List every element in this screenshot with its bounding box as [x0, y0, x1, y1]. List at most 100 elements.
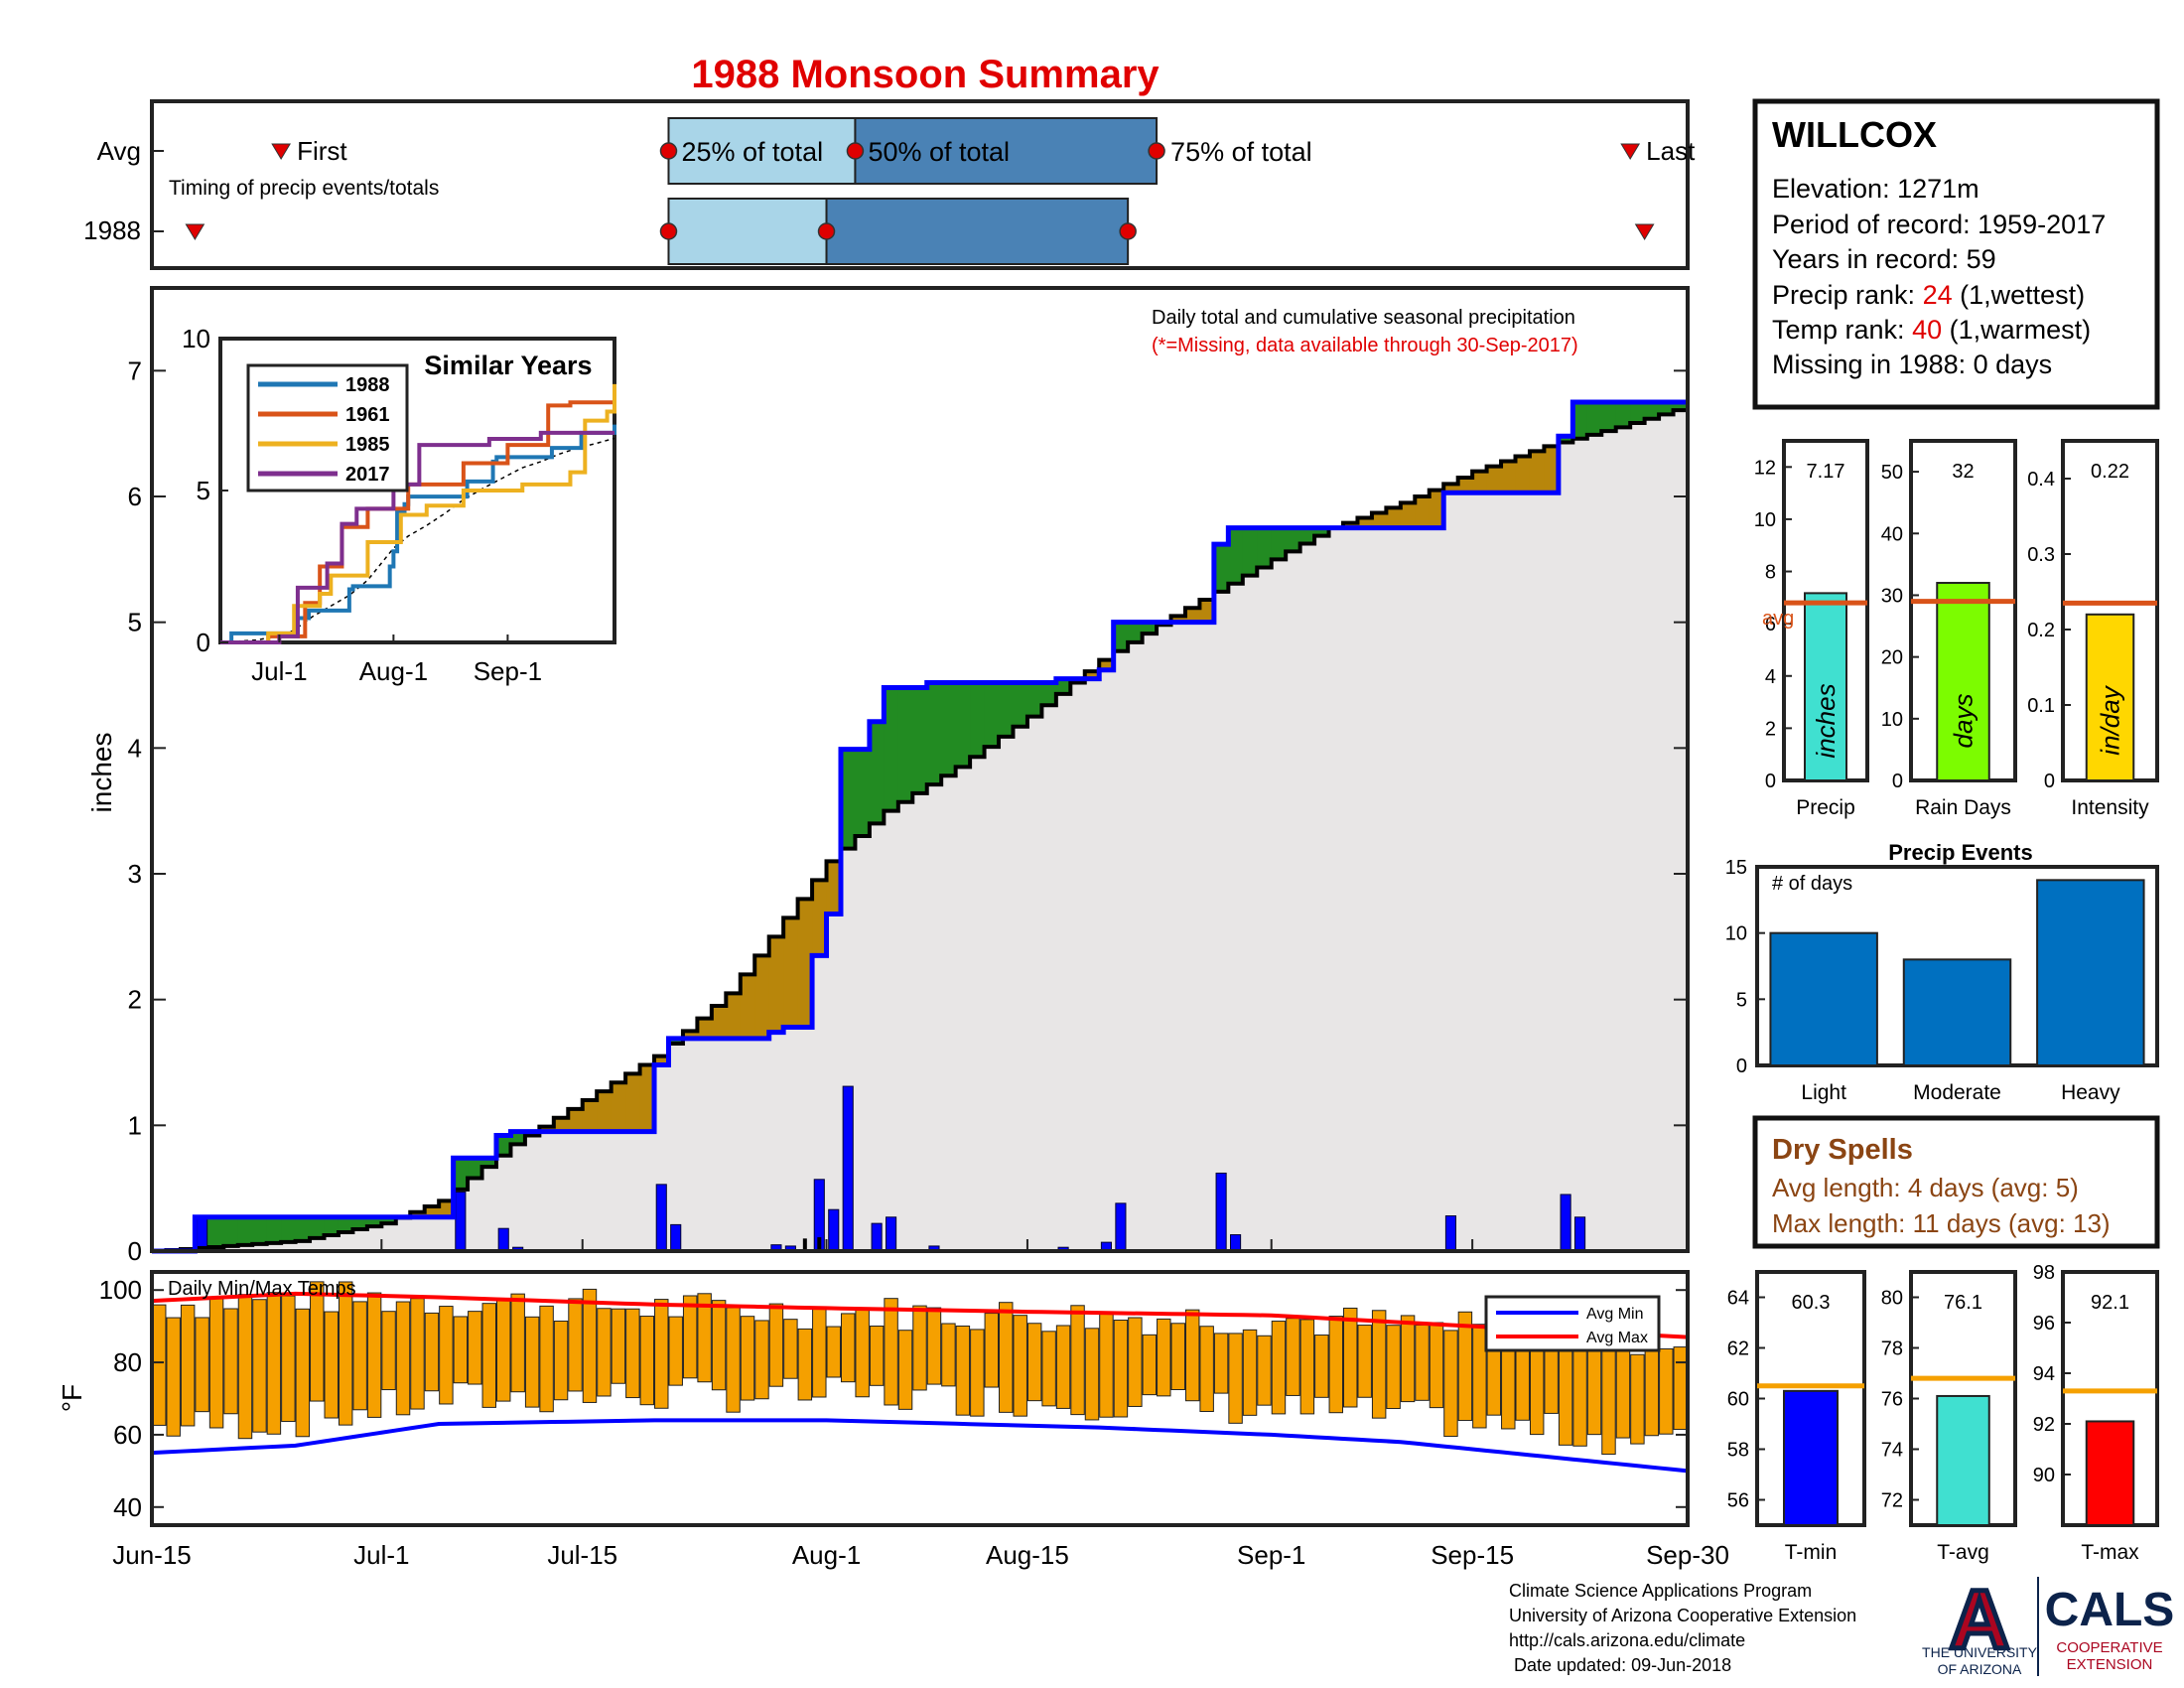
surplus-fill	[1257, 527, 1273, 568]
deficit-fill	[625, 1073, 641, 1132]
cals-logo: CALS COOPERATIVE EXTENSION	[2045, 1584, 2175, 1673]
surplus-fill	[668, 1038, 684, 1044]
daily-temp-bar	[984, 1313, 1000, 1388]
station-precip-rank: Precip rank: 24 (1,wettest)	[1772, 280, 2085, 310]
deficit-fill	[797, 899, 813, 1028]
deficit-fill	[611, 1082, 626, 1132]
daily-temp-bar	[740, 1316, 755, 1401]
temp-y-ticks: 40 60 80 100	[99, 1275, 1688, 1522]
surplus-fill	[1213, 544, 1229, 592]
daily-temp-bar	[1128, 1317, 1143, 1407]
surplus-fill	[1630, 402, 1646, 424]
surplus-fill	[1013, 682, 1028, 727]
inset-legend-label: 1961	[345, 404, 390, 426]
surplus-fill	[1128, 622, 1144, 642]
daily-temp-bar	[697, 1293, 712, 1383]
surplus-fill	[1558, 436, 1573, 443]
daily-temp-bar	[1586, 1345, 1602, 1436]
deficit-fill	[1199, 600, 1215, 623]
inset-x-tick-label: Sep-1	[474, 656, 542, 686]
deficit-fill	[812, 880, 828, 956]
daily-precip-bar	[1115, 1202, 1127, 1252]
surplus-fill	[223, 1216, 239, 1246]
daily-temp-bar	[510, 1293, 525, 1393]
surplus-fill	[855, 749, 871, 836]
temp-y-tick-label: 80	[113, 1347, 142, 1377]
timing-row-label-year: 1988	[83, 215, 141, 245]
daily-temp-bar	[424, 1312, 440, 1392]
pct50-label: 50% of total	[868, 137, 1010, 167]
small-bar-y-tick-label: 50	[1881, 462, 1903, 484]
small-bar-y-tick-label: 0.4	[2027, 469, 2055, 491]
deficit-fill	[1357, 517, 1373, 528]
timing-pct-marker	[659, 142, 678, 160]
deficit-fill	[539, 1126, 555, 1132]
daily-temp-bar	[1084, 1328, 1100, 1421]
surplus-fill	[468, 1158, 483, 1179]
surplus-fill	[252, 1216, 268, 1244]
small-bar-y-tick-label: 58	[1727, 1440, 1749, 1462]
station-period: Period of record: 1959-2017	[1772, 210, 2106, 239]
main-chart-frame	[150, 286, 1690, 1253]
small-bar-y-tick-label: 96	[2033, 1313, 2055, 1335]
deficit-fill	[711, 1006, 727, 1039]
daily-temp-bar	[797, 1328, 813, 1401]
main-x-tick-label: Aug-1	[792, 1540, 861, 1570]
main-x-tick-label: Jul-1	[353, 1540, 409, 1570]
small-bar-category-label: Intensity	[2071, 796, 2149, 819]
daily-temp-bar	[1099, 1311, 1114, 1418]
deficit-fill	[682, 1031, 698, 1039]
surplus-fill	[1041, 682, 1057, 706]
surplus-fill	[1026, 682, 1042, 717]
deficit-fill	[439, 1200, 455, 1217]
daily-temp-bar	[310, 1281, 325, 1402]
small-bar-value-label: 60.3	[1792, 1292, 1831, 1314]
daily-temp-bar	[295, 1308, 311, 1438]
dry-spells-avg: Avg length: 4 days (avg: 5)	[1772, 1173, 2079, 1202]
avg-cumulative-area	[152, 405, 1688, 1251]
timing-pct-marker	[846, 142, 865, 160]
daily-temp-bar	[1386, 1325, 1401, 1410]
ua-logo-line-2: OF ARIZONA	[1938, 1661, 2022, 1677]
daily-temp-bar	[625, 1308, 640, 1399]
event-bar	[1769, 931, 1878, 1067]
surplus-fill	[324, 1216, 340, 1235]
daily-precip-bar	[828, 1208, 840, 1252]
event-category-label: Light	[1801, 1081, 1846, 1104]
deficit-fill	[726, 993, 742, 1039]
daily-temp-bar	[654, 1299, 669, 1409]
deficit-fill	[1443, 484, 1459, 493]
dry-spells-box: Dry Spells Avg length: 4 days (avg: 5) M…	[1752, 1115, 2160, 1249]
surplus-fill	[208, 1216, 224, 1247]
surplus-fill	[338, 1216, 353, 1232]
daily-temp-bar	[1026, 1323, 1042, 1402]
daily-temp-bar	[439, 1306, 454, 1405]
deficit-fill	[1501, 461, 1517, 493]
station-years: Years in record: 59	[1772, 244, 1996, 274]
deficit-fill	[697, 1018, 713, 1039]
daily-temp-bar	[395, 1301, 411, 1416]
daily-precip-bar	[1560, 1194, 1571, 1252]
small-bar-unit-label: inches	[1811, 683, 1841, 758]
small-bar-value-bar	[2085, 1420, 2135, 1526]
inset-legend-label: 1985	[345, 434, 390, 456]
surplus-fill	[281, 1216, 297, 1242]
temp-rank-prefix: Temp rank:	[1772, 315, 1912, 345]
surplus-fill	[1644, 402, 1660, 419]
main-x-tick-label: Aug-15	[986, 1540, 1069, 1570]
deficit-fill	[1343, 522, 1358, 528]
surplus-fill	[1055, 678, 1071, 694]
station-box: WILLCOX Elevation: 1271m Period of recor…	[1752, 98, 2160, 410]
small-bar-chart: 72 74 76 78 80 76.1 T-avg	[1881, 1270, 2017, 1564]
surplus-fill	[955, 682, 971, 768]
small-bar-y-tick-label: 62	[1727, 1338, 1749, 1360]
small-bar-chart: 0 0.1 0.2 0.3 0.4 0.22 Intensity in/day	[2027, 439, 2159, 819]
event-y-tick-label: 10	[1725, 923, 1747, 945]
cals-logo-text: CALS	[2045, 1584, 2175, 1636]
deficit-fill	[1184, 608, 1200, 623]
small-bar-y-tick-label: 92	[2033, 1414, 2055, 1436]
daily-temp-bar	[912, 1305, 927, 1391]
daily-temp-bar	[281, 1295, 296, 1423]
daily-temp-bar	[1644, 1349, 1660, 1437]
daily-temp-bar	[539, 1305, 554, 1413]
